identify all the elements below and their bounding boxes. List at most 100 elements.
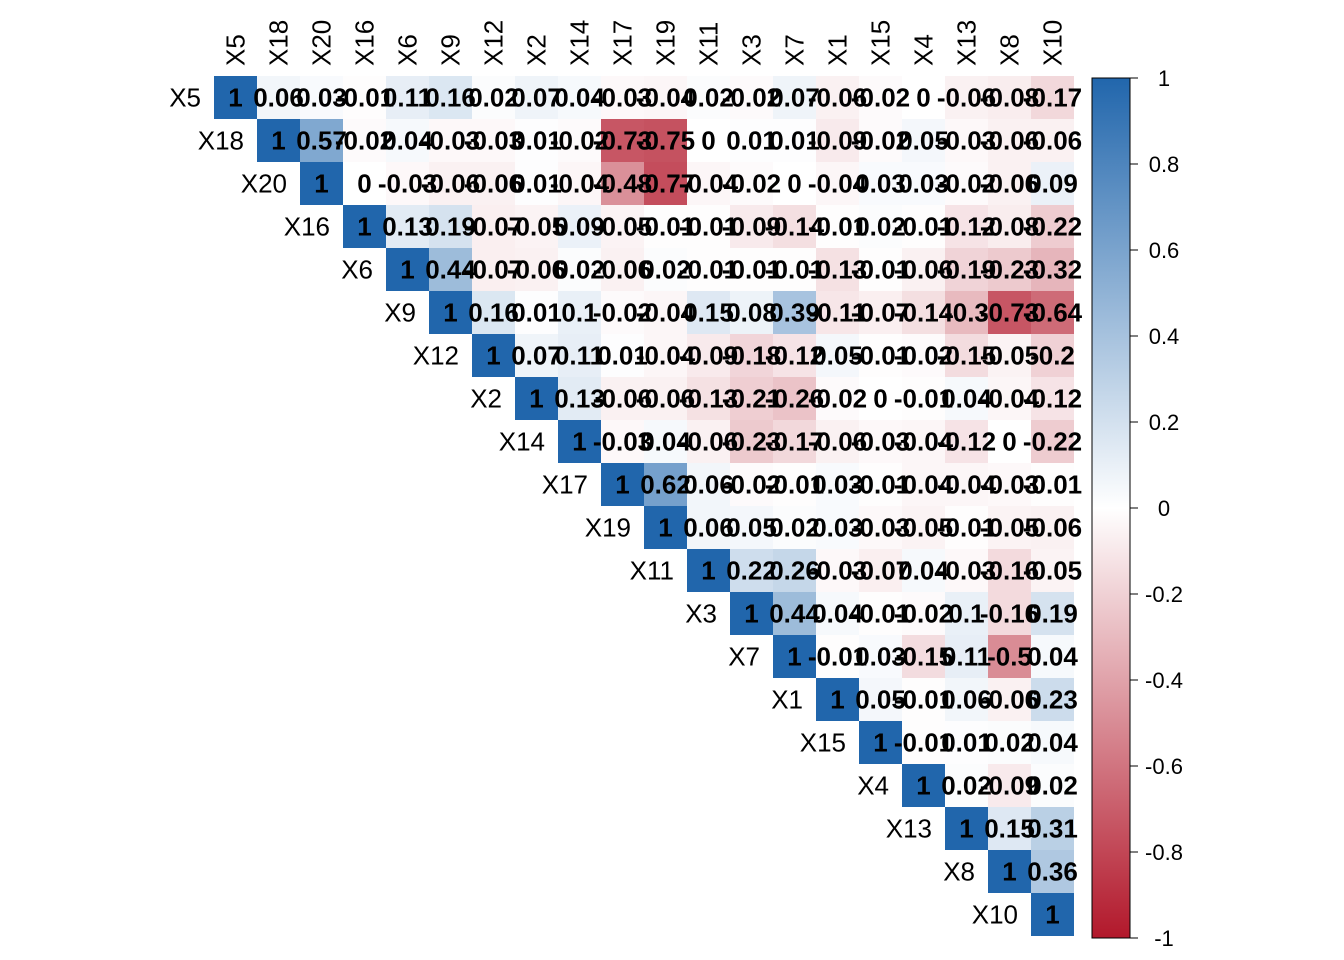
cell-value-label: 0 bbox=[873, 384, 887, 414]
row-label: X3 bbox=[685, 599, 717, 629]
heatmap-cell bbox=[816, 162, 859, 205]
cell-value-label: 0.04 bbox=[898, 556, 949, 586]
cell-value-label: -0.01 bbox=[937, 513, 996, 543]
heatmap-cells bbox=[214, 76, 1074, 936]
heatmap-cell bbox=[945, 377, 988, 420]
cell-value-label: 0 bbox=[916, 83, 930, 113]
column-label: X12 bbox=[479, 20, 509, 66]
heatmap-cell bbox=[859, 205, 902, 248]
row-label: X2 bbox=[470, 384, 502, 414]
cell-value-label: -0.22 bbox=[1023, 212, 1082, 242]
cell-value-label: 0.16 bbox=[468, 298, 519, 328]
heatmap-cell bbox=[859, 635, 902, 678]
heatmap-cell bbox=[472, 334, 515, 377]
heatmap-cell bbox=[644, 377, 687, 420]
cell-value-label: 1 bbox=[916, 771, 930, 801]
cell-value-label: -0.13 bbox=[679, 384, 738, 414]
heatmap-cell bbox=[773, 549, 816, 592]
heatmap-cell bbox=[644, 119, 687, 162]
cell-value-label: -0.26 bbox=[765, 384, 824, 414]
cell-value-label: 0.01 bbox=[597, 341, 648, 371]
heatmap-cell bbox=[343, 205, 386, 248]
heatmap-cell bbox=[945, 635, 988, 678]
cell-value-label: -0.02 bbox=[722, 169, 781, 199]
cell-value-label: -0.01 bbox=[765, 470, 824, 500]
heatmap-cell bbox=[859, 506, 902, 549]
cell-value-label: 0.31 bbox=[1027, 814, 1078, 844]
cell-value-label: 0.03 bbox=[296, 83, 347, 113]
heatmap-cell bbox=[644, 291, 687, 334]
cell-value-label: 0.16 bbox=[425, 83, 476, 113]
cell-value-label: 0.01 bbox=[941, 728, 992, 758]
cell-value-label: 0 bbox=[1002, 427, 1016, 457]
cell-value-label: -0.08 bbox=[980, 83, 1039, 113]
heatmap-cell bbox=[515, 162, 558, 205]
heatmap-cell bbox=[730, 506, 773, 549]
heatmap-cell bbox=[816, 592, 859, 635]
heatmap-cell bbox=[601, 420, 644, 463]
heatmap-cell bbox=[257, 119, 300, 162]
cell-value-label: -0.02 bbox=[722, 470, 781, 500]
cell-value-label: -0.06 bbox=[464, 169, 523, 199]
cell-value-label: 1 bbox=[486, 341, 500, 371]
heatmap-cell bbox=[558, 76, 601, 119]
row-label: X9 bbox=[384, 298, 416, 328]
cell-value-label: 1 bbox=[1002, 857, 1016, 887]
column-label: X8 bbox=[995, 34, 1025, 66]
heatmap-cell bbox=[945, 678, 988, 721]
cell-value-label: 0.04 bbox=[382, 126, 433, 156]
heatmap-cell bbox=[773, 334, 816, 377]
row-label: X10 bbox=[972, 900, 1018, 930]
cell-value-label: -0.05 bbox=[593, 212, 652, 242]
cell-value-label: 0.02 bbox=[640, 255, 691, 285]
cell-value-label: -0.01 bbox=[851, 341, 910, 371]
heatmap-cell bbox=[730, 291, 773, 334]
heatmap-cell bbox=[730, 592, 773, 635]
heatmap-cell bbox=[902, 420, 945, 463]
heatmap-cell bbox=[558, 205, 601, 248]
cell-value-label: 0.11 bbox=[555, 341, 604, 371]
cell-value-label: -0.06 bbox=[1023, 513, 1082, 543]
heatmap-cell bbox=[816, 549, 859, 592]
heatmap-cell bbox=[558, 334, 601, 377]
cell-value-label: 0.07 bbox=[769, 83, 820, 113]
heatmap-cell bbox=[687, 549, 730, 592]
cell-value-label: -0.03 bbox=[808, 556, 867, 586]
cell-value-label: -0.12 bbox=[765, 341, 824, 371]
heatmap-cell bbox=[988, 420, 1031, 463]
cell-value-label: 0.03 bbox=[898, 169, 949, 199]
heatmap-cell bbox=[988, 463, 1031, 506]
heatmap-cell bbox=[558, 162, 601, 205]
heatmap-cell bbox=[730, 549, 773, 592]
column-label: X14 bbox=[565, 20, 595, 66]
cell-value-label: 0.19 bbox=[425, 212, 476, 242]
cell-value-label: 0.05 bbox=[812, 341, 863, 371]
heatmap-cell bbox=[773, 506, 816, 549]
heatmap-cell bbox=[601, 291, 644, 334]
heatmap-cell bbox=[558, 291, 601, 334]
heatmap-cell bbox=[988, 205, 1031, 248]
cell-value-label: 1 bbox=[228, 83, 242, 113]
cell-value-label: 0 bbox=[357, 169, 371, 199]
column-label: X19 bbox=[651, 20, 681, 66]
heatmap-cell bbox=[988, 635, 1031, 678]
heatmap-cell bbox=[945, 463, 988, 506]
cell-value-label: -0.01 bbox=[808, 212, 867, 242]
heatmap-cell bbox=[300, 76, 343, 119]
heatmap-cell bbox=[1031, 76, 1074, 119]
heatmap-cell bbox=[730, 334, 773, 377]
color-legend: 1 0.8 0.6 0.4 0.2 0 -0.2 -0.4 -0.6 -0.8 -1 bbox=[1091, 66, 1183, 951]
cell-value-label: -0.01 bbox=[851, 255, 910, 285]
heatmap-cell bbox=[816, 678, 859, 721]
cell-value-label: -0.03 bbox=[980, 470, 1039, 500]
cell-value-label: -0.04 bbox=[636, 298, 696, 328]
heatmap-cell bbox=[730, 248, 773, 291]
cell-value-label: -0.04 bbox=[679, 169, 739, 199]
heatmap-cell bbox=[816, 377, 859, 420]
row-label: X7 bbox=[728, 642, 760, 672]
heatmap-cell bbox=[773, 205, 816, 248]
cell-value-label: 0.08 bbox=[726, 298, 777, 328]
column-label: X16 bbox=[350, 20, 380, 66]
cell-value-label: 0.05 bbox=[898, 126, 949, 156]
